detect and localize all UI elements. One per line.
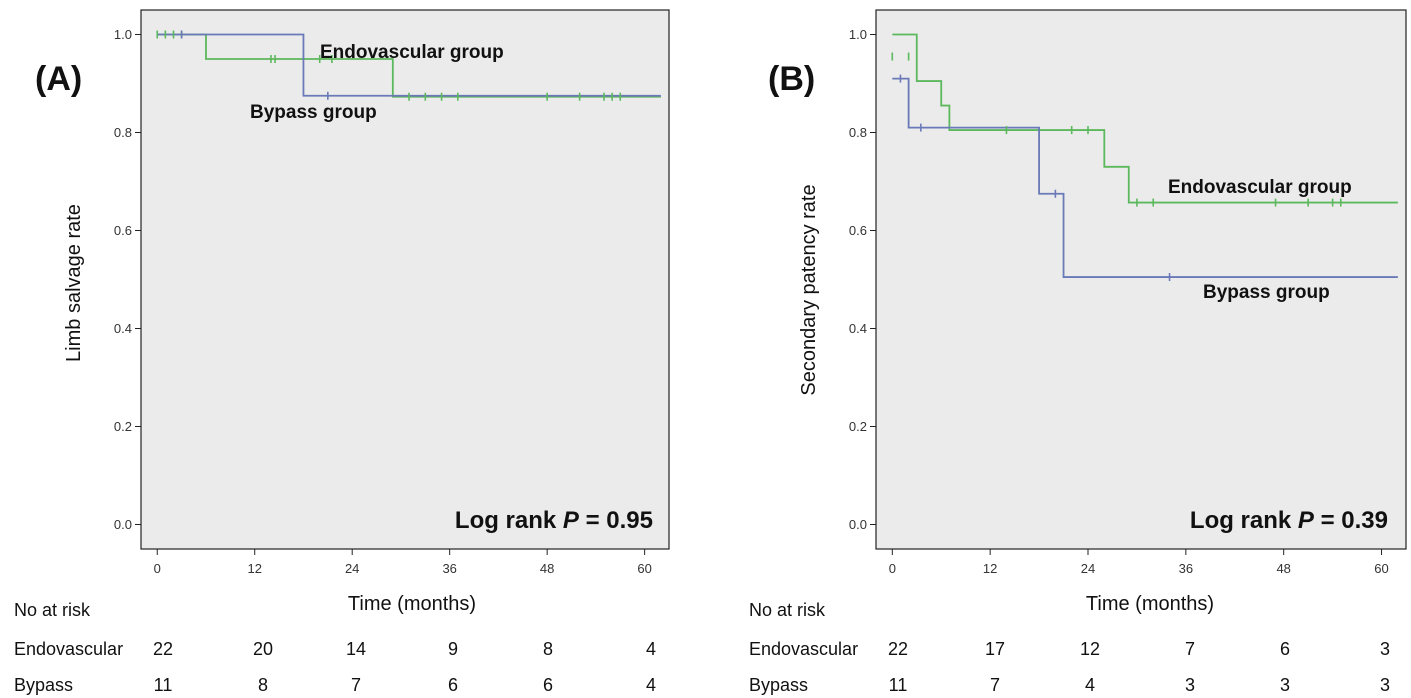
risk-value: 8 [543,639,553,659]
y-axis-a: 0.0 0.2 0.4 0.6 0.8 1.0 [114,27,141,532]
x-axis-b: 0 12 24 36 48 60 [889,549,1389,576]
panel-a: 0.00.20.40.60.81.0 0 12 24 36 48 60 (A) Limb … [14,9,670,695]
panel-label-b: (B) [768,60,815,98]
risk-value: 7 [351,675,361,695]
bypass-survival-curve [892,77,1398,278]
risk-value: 7 [990,675,1000,695]
log-rank-stat-a: Log rank P = 0.95 [455,507,653,534]
risk-value: 9 [448,639,458,659]
x-tick-label: 12 [983,561,997,576]
x-tick-label: 0 [154,561,161,576]
risk-row-label-endovascular-b: Endovascular [749,639,858,659]
x-tick-label: 24 [345,561,359,576]
y-tick-label: 0.0 [114,517,132,532]
risk-value: 20 [253,639,273,659]
y-axis-label-b: Secondary patency rate [798,184,820,395]
x-tick-label: 36 [442,561,456,576]
bypass-group-label-b: Bypass group [1203,282,1330,303]
x-tick-label: 60 [637,561,651,576]
y-tick-label: 0.6 [114,223,132,238]
y-tick-label: 0.4 [114,321,132,336]
x-tick-label: 48 [540,561,554,576]
risk-table-header-a: No at risk [14,600,91,620]
x-tick-label: 36 [1179,561,1193,576]
endovascular-group-label-b: Endovascular group [1168,177,1352,198]
y-tick-label: 0.2 [849,419,867,434]
survival-curves-a [157,33,661,98]
endovascular-survival-curve [892,33,1398,204]
y-tick-label: 0.8 [849,125,867,140]
risk-value: 4 [1085,675,1095,695]
risk-value: 17 [985,639,1005,659]
y-tick-label: 0.6 [849,223,867,238]
risk-value: 4 [646,639,656,659]
y-tick-label: 0.2 [114,419,132,434]
x-tick-label: 0 [889,561,896,576]
risk-values-b: 22 17 12 7 6 3 11 7 4 3 3 3 [888,639,1390,695]
risk-values-a: 22 20 14 9 8 4 11 8 7 6 6 4 [153,639,656,695]
y-tick-label: 0.4 [849,321,867,336]
risk-value: 4 [646,675,656,695]
risk-table-header-b: No at risk [749,600,826,620]
risk-value: 14 [346,639,366,659]
x-tick-label: 12 [247,561,261,576]
x-tick-label: 60 [1374,561,1388,576]
risk-value: 22 [888,639,908,659]
plot-area-b [875,9,1407,550]
risk-value: 12 [1080,639,1100,659]
plot-area-a [140,9,670,550]
risk-value: 6 [448,675,458,695]
risk-value: 6 [543,675,553,695]
x-axis-label-a: Time (months) [348,593,476,615]
y-tick-label: 1.0 [849,27,867,42]
risk-row-label-endovascular-a: Endovascular [14,639,123,659]
risk-value: 3 [1380,675,1390,695]
risk-value: 11 [889,675,908,695]
x-axis-label-b: Time (months) [1086,593,1214,615]
risk-row-label-bypass-b: Bypass [749,675,808,695]
panel-label-a: (A) [35,60,82,98]
censor-marks-b [891,52,1342,282]
risk-value: 8 [258,675,268,695]
risk-value: 3 [1380,639,1390,659]
risk-value: 11 [154,675,173,695]
y-tick-label: 0.0 [849,517,867,532]
endovascular-group-label-a: Endovascular group [320,42,504,63]
risk-value: 3 [1185,675,1195,695]
y-axis-label-a: Limb salvage rate [63,204,85,362]
y-tick-label: 0.8 [114,125,132,140]
x-tick-label: 24 [1081,561,1095,576]
log-rank-stat-b: Log rank P = 0.39 [1190,507,1388,534]
survival-curves-b [892,33,1398,278]
x-tick-label: 48 [1276,561,1290,576]
censor-marks-a [156,30,622,101]
panel-b: 0.00.20.40.60.81.0 0 12 24 36 48 60 (B) Secon… [749,9,1407,695]
bypass-group-label-a: Bypass group [250,102,377,123]
risk-value: 22 [153,639,173,659]
x-axis-a: 0 12 24 36 48 60 [154,549,652,576]
y-axis-b: 0.0 0.2 0.4 0.6 0.8 1.0 [849,27,876,532]
risk-value: 7 [1185,639,1195,659]
y-tick-label: 1.0 [114,27,132,42]
risk-row-label-bypass-a: Bypass [14,675,73,695]
risk-value: 3 [1280,675,1290,695]
risk-value: 6 [1280,639,1290,659]
bypass-survival-curve [157,33,661,97]
